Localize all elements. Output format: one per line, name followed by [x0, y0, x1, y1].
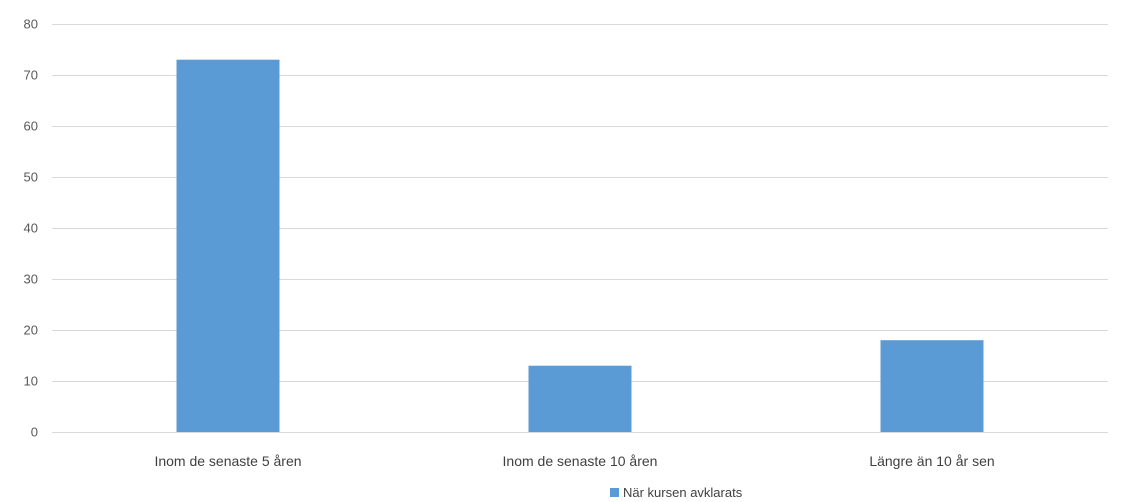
y-tick-label: 30 — [24, 272, 38, 287]
bar — [528, 365, 632, 432]
x-category-label: Inom de senaste 10 åren — [503, 453, 658, 469]
x-category-label: Inom de senaste 5 åren — [154, 453, 301, 469]
x-axis-labels: Inom de senaste 5 åren Inom de senaste 10… — [154, 453, 994, 469]
y-tick-label: 50 — [24, 170, 38, 185]
x-category-label: Längre än 10 år sen — [869, 453, 994, 469]
y-tick-label: 70 — [24, 68, 38, 83]
legend-swatch — [610, 488, 619, 497]
legend: När kursen avklarats — [610, 485, 743, 500]
y-tick-label: 80 — [24, 17, 38, 32]
legend-label: När kursen avklarats — [623, 485, 743, 500]
y-axis-ticks: 0 10 20 30 40 50 60 70 80 — [24, 17, 38, 440]
y-tick-label: 60 — [24, 119, 38, 134]
y-tick-label: 40 — [24, 221, 38, 236]
bar — [176, 59, 280, 432]
y-tick-label: 10 — [24, 374, 38, 389]
y-tick-label: 20 — [24, 323, 38, 338]
y-tick-label: 0 — [31, 425, 38, 440]
bar — [880, 340, 984, 432]
bars — [176, 59, 984, 432]
